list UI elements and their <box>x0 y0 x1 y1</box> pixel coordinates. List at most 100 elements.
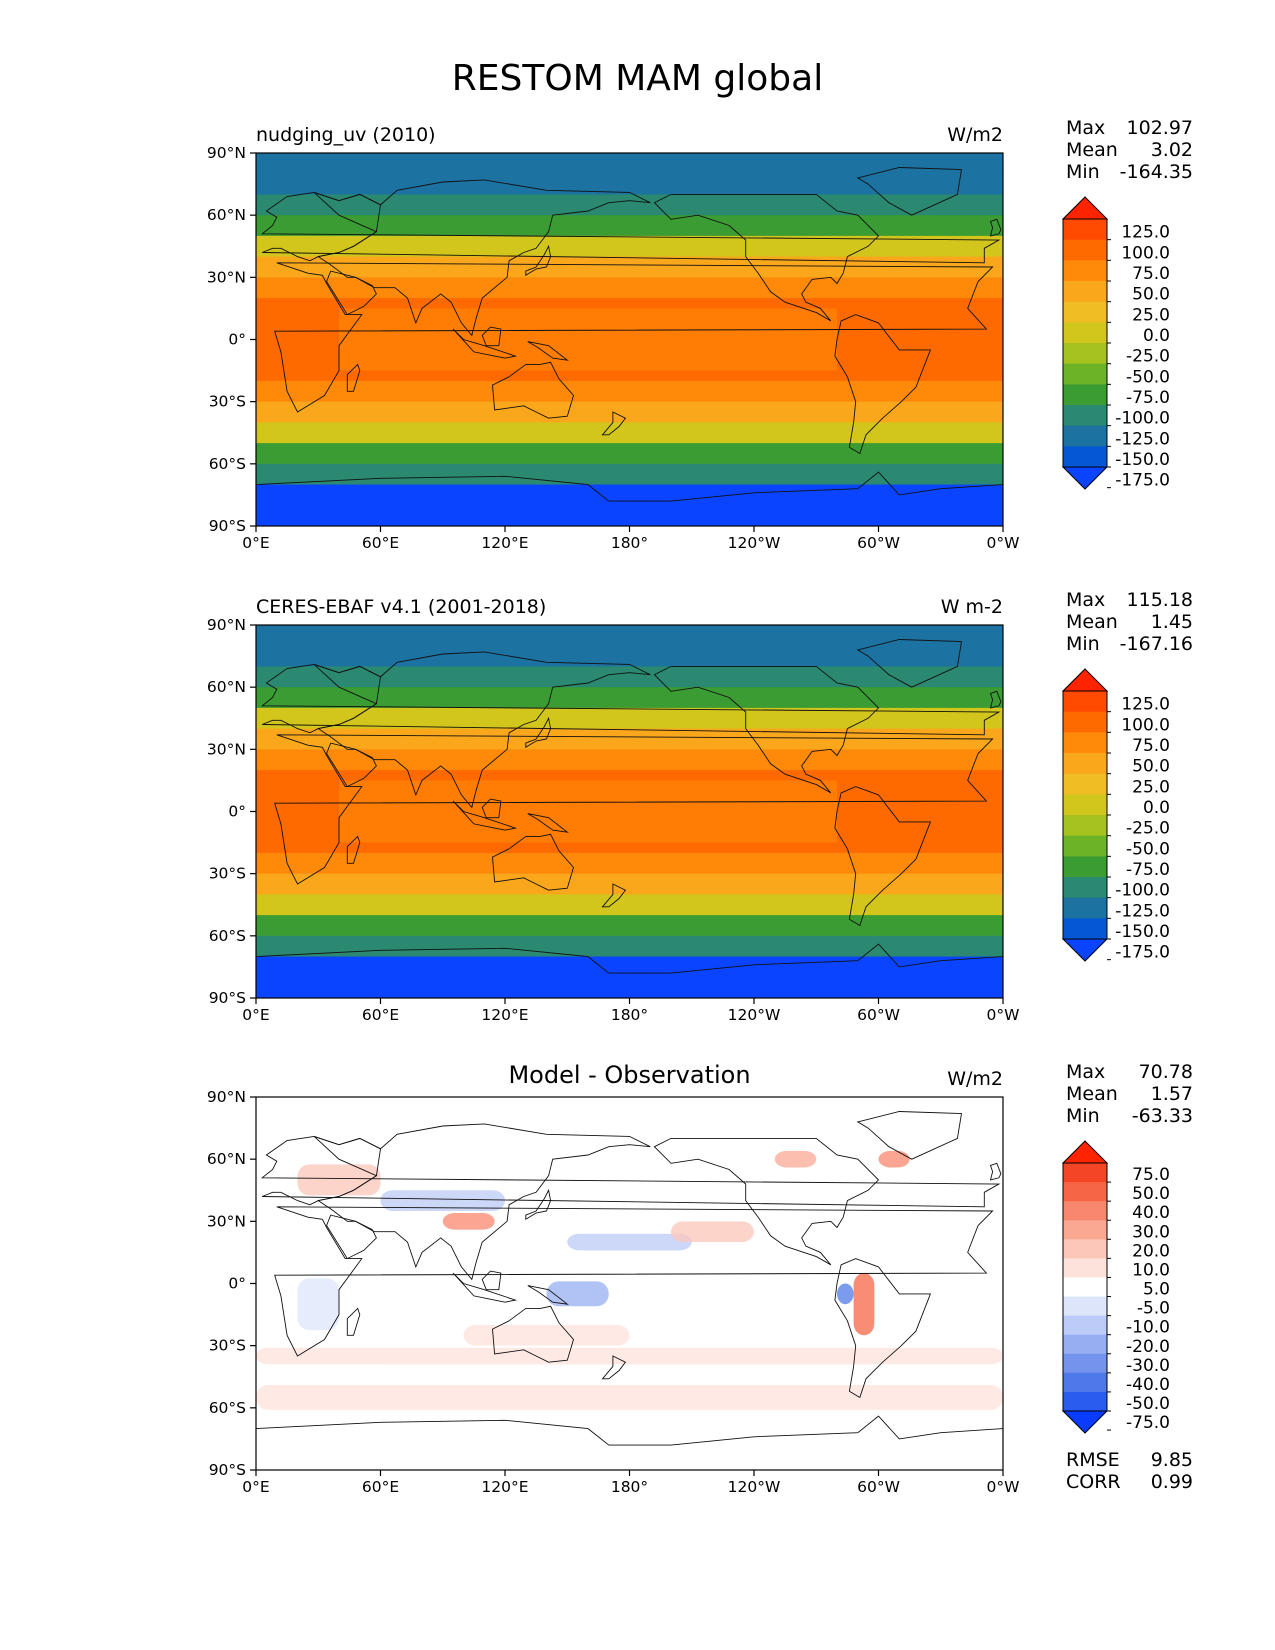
zonal-band <box>256 184 1003 195</box>
panel2-units: W m-2 <box>940 596 1003 618</box>
coastline-australia <box>492 361 575 419</box>
colorbar-segment <box>1063 897 1107 919</box>
zonal-band <box>256 494 1003 506</box>
colorbar-1: 125.0100.075.050.025.00.0-25.0-50.0-75.0… <box>1061 196 1170 491</box>
map-panel-3: 0°E 60°E 120°E 180° 120°W 60°W 0°W 90°N 60°N 30°N… <box>207 1088 1020 1496</box>
lon-tick-label: 60°E <box>362 1006 399 1024</box>
colorbar-tick-label: 50.0 <box>1132 285 1170 305</box>
coastline-greenland <box>856 1111 963 1160</box>
colorbar-tick-label: 20.0 <box>1132 1241 1170 1261</box>
coastline-asia <box>313 651 651 809</box>
colorbar-segment <box>1063 219 1107 241</box>
coastline-samerica <box>834 1258 932 1399</box>
colorbar-tick-label: 0.0 <box>1143 798 1170 818</box>
colorbar-tick-label: -10.0 <box>1126 1318 1170 1338</box>
anomaly-patch <box>256 1347 1003 1365</box>
zonal-band <box>256 515 1003 527</box>
zonal-band <box>256 266 1003 278</box>
colorbar-segment <box>1063 773 1107 795</box>
colorbar-segment <box>1063 753 1107 775</box>
zonal-band <box>256 728 1003 740</box>
coastline-nz <box>601 411 627 436</box>
colorbar-segment <box>1063 1391 1107 1412</box>
coastline-asia <box>313 179 651 337</box>
map-panel-1: 0°E 60°E 120°E 180° 120°W 60°W 0°W 90°N 60°N 30°N… <box>207 144 1020 552</box>
zonal-band <box>256 194 1003 206</box>
coastline-nz <box>601 883 627 908</box>
zonal-band <box>256 153 1003 164</box>
zonal-band <box>256 380 1003 392</box>
zonal-band <box>256 287 1003 299</box>
coastline-arabia <box>326 742 377 788</box>
lat-tick-label: 90°N <box>207 144 246 162</box>
panel3-units: W/m2 <box>947 1068 1003 1090</box>
coastline-madagascar <box>346 835 361 864</box>
colorbar-tick-label: -25.0 <box>1126 347 1170 367</box>
coastline-africa <box>274 1206 994 1357</box>
zonal-band <box>256 676 1003 688</box>
lat-tick-label: 0° <box>228 1275 246 1293</box>
zonal-band <box>256 956 1003 968</box>
colorbar-tick-label: -150.0 <box>1115 450 1170 470</box>
zonal-band <box>256 666 1003 678</box>
colorbar-extend-max <box>1061 668 1109 692</box>
zonal-band <box>256 894 1003 906</box>
colorbar-segment <box>1063 877 1107 899</box>
coastline-borneo <box>481 798 502 819</box>
lon-tick-label: 60°W <box>857 534 900 552</box>
coastline-uk <box>989 690 1002 709</box>
colorbar-segment <box>1063 711 1107 733</box>
coastline-arabia <box>326 1214 377 1260</box>
coastline-japan <box>525 244 552 277</box>
panel2-left-title: CERES-EBAF v4.1 (2001-2018) <box>256 596 547 618</box>
colorbar-tick-label: 125.0 <box>1121 695 1170 715</box>
anomaly-patch <box>671 1221 754 1243</box>
panel1-left-title: nudging_uv (2010) <box>256 124 436 146</box>
colorbar-tick-label: -125.0 <box>1115 901 1170 921</box>
coastline-asia <box>313 1123 651 1281</box>
tropical-maximum <box>339 780 837 843</box>
anomaly-patch <box>878 1150 910 1168</box>
colorbar-segment <box>1063 1372 1107 1393</box>
lon-tick-label: 120°E <box>481 1006 528 1024</box>
lon-tick-label: 60°W <box>857 1006 900 1024</box>
colorbar-segment <box>1063 1315 1107 1336</box>
lat-tick-label: 30°S <box>209 393 246 411</box>
lat-tick-label: 90°N <box>207 1088 246 1106</box>
colorbar-segment <box>1063 446 1107 468</box>
coastline-namerica <box>653 193 880 322</box>
zonal-band <box>256 987 1003 999</box>
lat-tick-label: 60°S <box>209 455 246 473</box>
colorbar-segment <box>1063 794 1107 816</box>
lat-tick-label: 90°S <box>209 1461 246 1479</box>
lon-tick-label: 180° <box>611 534 648 552</box>
colorbar-extend-min <box>1061 466 1109 490</box>
coastline-newguinea <box>527 813 569 833</box>
zonal-band <box>256 697 1003 709</box>
lat-tick-label: 90°S <box>209 517 246 535</box>
colorbar-segment <box>1063 343 1107 365</box>
anomaly-patch <box>297 1164 381 1196</box>
colorbar-tick-label: -75.0 <box>1126 388 1170 408</box>
rmse-value: 9.85 <box>1150 1449 1193 1471</box>
anomaly-patch <box>567 1233 692 1251</box>
anomaly-patch <box>774 1150 817 1168</box>
figure-title: RESTOM MAM global <box>451 58 824 99</box>
zonal-band <box>256 656 1003 667</box>
panel1-units: W/m2 <box>947 124 1003 146</box>
rmse-label: RMSE <box>1066 1449 1120 1471</box>
coastline-samerica <box>834 786 932 927</box>
panel1-max-label: Max <box>1066 117 1106 139</box>
colorbar-segment <box>1063 835 1107 857</box>
zonal-band <box>256 687 1003 699</box>
zonal-band <box>256 298 1003 309</box>
coastline-namerica <box>653 665 880 794</box>
zonal-band <box>256 163 1003 175</box>
colorbar-segment <box>1063 1239 1107 1259</box>
colorbar-segment <box>1063 856 1107 878</box>
colorbar-tick-label: 75.0 <box>1132 736 1170 756</box>
zonal-band <box>256 925 1003 937</box>
zonal-band <box>256 977 1003 989</box>
coastline-newguinea <box>527 341 569 361</box>
zonal-band <box>256 625 1003 636</box>
